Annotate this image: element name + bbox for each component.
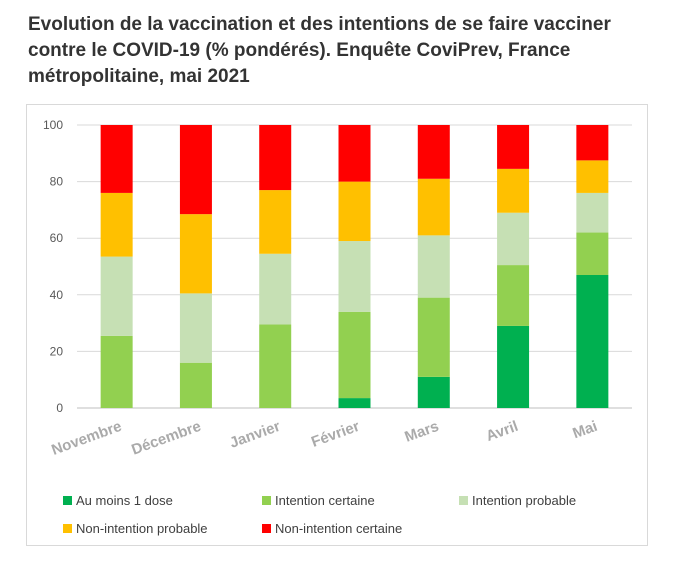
bar-segment (417, 297, 450, 377)
bars (100, 125, 609, 408)
bar-segment (417, 376, 450, 408)
bar-segment (338, 398, 371, 408)
bar-segment (100, 256, 133, 336)
bar-segment (179, 214, 212, 294)
bar-segment (497, 168, 530, 213)
y-tick-label: 80 (50, 175, 64, 189)
legend-item: Non-intention probable (63, 521, 208, 536)
legend-item: Intention certaine (262, 493, 375, 508)
bar-segment (417, 125, 450, 179)
legend-label: Au moins 1 dose (76, 493, 173, 508)
legend-swatch (262, 496, 271, 505)
bar-segment (497, 325, 530, 408)
bar-segment (179, 362, 212, 408)
stacked-bar-chart: 0 20 40 60 80 100 Novembre Décembre Janvier Févr… (43, 118, 632, 459)
x-tick-label: Mai (570, 418, 599, 443)
legend-label: Intention certaine (275, 493, 375, 508)
bar-segment (179, 293, 212, 363)
bar-segment (338, 181, 371, 242)
legend-swatch (459, 496, 468, 505)
bar-segment (497, 212, 530, 266)
bar-segment (338, 311, 371, 399)
bar-segment (497, 265, 530, 326)
bar-segment (100, 192, 133, 257)
y-axis-ticks: 0 20 40 60 80 100 (43, 118, 63, 415)
y-tick-label: 40 (50, 288, 64, 302)
legend-item: Au moins 1 dose (63, 493, 173, 508)
legend-swatch (63, 524, 72, 533)
legend-item: Non-intention certaine (262, 521, 402, 536)
legend-swatch (262, 524, 271, 533)
bar-segment (576, 125, 609, 161)
x-tick-label: Avril (484, 418, 521, 445)
x-tick-label: Décembre (129, 418, 203, 459)
bar-segment (259, 324, 292, 408)
legend-label: Intention probable (472, 493, 577, 508)
bar-segment (259, 190, 292, 254)
y-tick-label: 60 (50, 231, 64, 245)
x-tick-label: Février (309, 418, 362, 451)
legend-swatch (63, 496, 72, 505)
bar-segment (497, 125, 530, 169)
bar-segment (576, 192, 609, 233)
bar-segment (179, 125, 212, 215)
bar-segment (576, 274, 609, 408)
bar-segment (576, 232, 609, 275)
x-tick-label: Mars (402, 418, 441, 446)
bar-segment (100, 335, 133, 408)
bar-segment (417, 235, 450, 298)
bar-segment (259, 253, 292, 325)
y-tick-label: 20 (50, 344, 64, 358)
bar-segment (338, 241, 371, 312)
bar-segment (576, 160, 609, 193)
bar-segment (259, 125, 292, 191)
bar-segment (100, 125, 133, 193)
bar-segment (338, 125, 371, 182)
x-tick-label: Janvier (227, 418, 282, 452)
y-tick-label: 100 (43, 118, 63, 132)
legend-label: Non-intention probable (76, 521, 208, 536)
legend-item: Intention probable (459, 493, 576, 508)
legend-label: Non-intention certaine (275, 521, 403, 536)
chart-container: 0 20 40 60 80 100 Novembre Décembre Janvier Févr… (26, 104, 648, 546)
y-tick-label: 0 (56, 401, 63, 415)
bar-segment (417, 178, 450, 236)
x-axis-ticks: Novembre Décembre Janvier Février Mars Avril M… (49, 418, 599, 459)
page-title: Evolution de la vaccination et des inten… (28, 14, 611, 87)
x-tick-label: Novembre (49, 418, 124, 459)
